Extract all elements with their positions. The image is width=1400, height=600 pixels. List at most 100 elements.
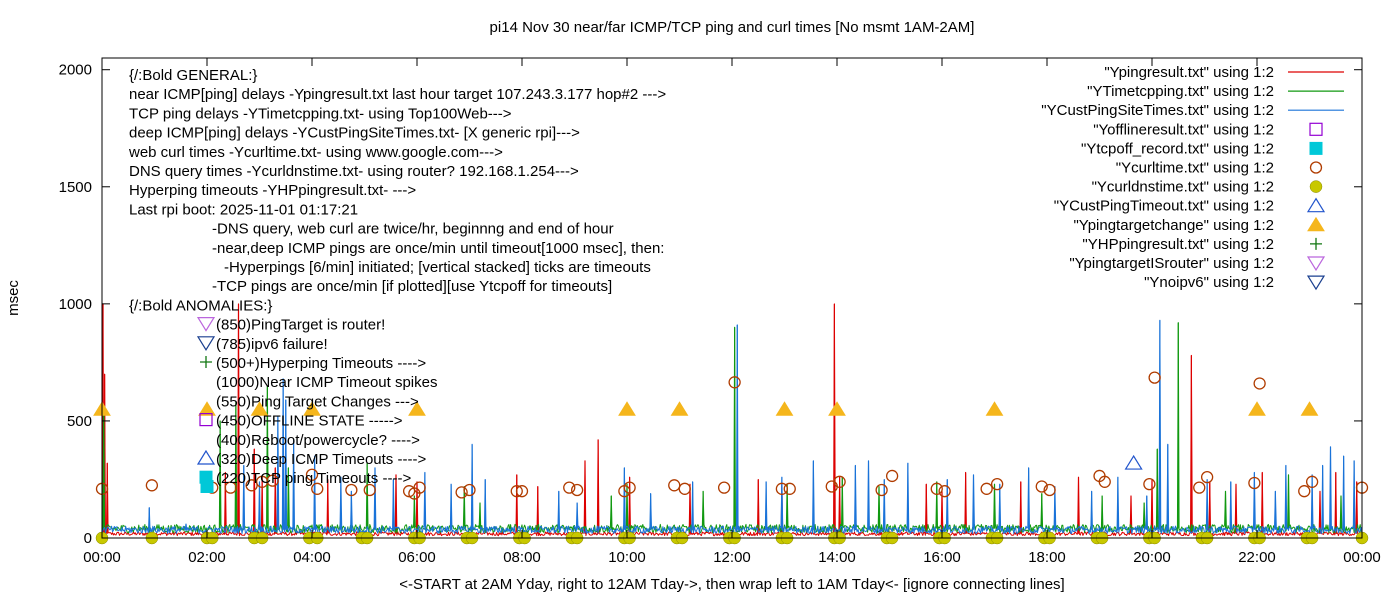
legend-label: "Ycurltime.txt" using 1:2 [1116,160,1274,177]
curl-time-point [1248,476,1261,490]
legend-label: "YTimetcpping.txt" using 1:2 [1087,83,1274,100]
x-tick-label: 16:00 [923,549,961,566]
anomaly-key-line: (1000)Near ICMP Timeout spikes [216,374,437,391]
anomaly-key-marker [199,413,213,427]
curl-time-point [363,483,376,497]
curl-time-point [266,474,279,487]
ping-target-change-point [775,401,794,416]
ping-target-change-point [250,401,269,416]
anomaly-key-line: (850)PingTarget is router! [216,317,385,334]
curl-time-point [463,483,476,497]
ping-target-change-point [670,401,689,416]
curl-time-point [623,481,636,494]
y-tick-label: 0 [84,530,92,547]
legend-marker-swatch [1309,141,1323,155]
anomaly-key-marker [196,336,216,351]
curl-time-point [413,481,426,494]
curl-time-point [938,485,951,498]
curl-time-point [1098,475,1111,488]
legend-marker-swatch [1306,275,1326,291]
legend-label: "Ypingtargetchange" using 1:2 [1073,217,1274,234]
annotation-line: -DNS query, web curl are twice/hr, begin… [212,221,614,238]
curl-time-point [1143,477,1156,491]
annotation-block: {/:Bold GENERAL:} near ICMP[ping] delays … [128,67,666,487]
chart-title: pi14 Nov 30 near/far ICMP/TCP ping and c… [490,19,975,36]
curl-time-point [678,482,691,495]
x-tick-label: 04:00 [293,549,331,566]
x-tick-label: 08:00 [503,549,541,566]
legend-label: "YHPpingresult.txt" using 1:2 [1082,236,1274,253]
anomaly-key-line: (220)TCP ping Timeouts ----> [216,470,411,487]
curl-time-point [311,482,324,495]
curl-time-point [1305,475,1319,488]
annotation-line: near ICMP[ping] delays -Ypingresult.txt … [129,86,666,103]
curl-time-point [224,481,237,494]
legend-label: "YCustPingSiteTimes.txt" using 1:2 [1041,102,1274,119]
legend-marker-swatch [1310,237,1322,250]
x-tick-label: 12:00 [713,549,751,566]
x-tick-label: 18:00 [1028,549,1066,566]
anomaly-key-marker [199,470,213,484]
annotation-line: -TCP pings are once/min [if plotted][use… [212,278,612,295]
anomaly-key-marker [196,449,216,465]
legend-marker-swatch [1306,256,1326,272]
x-tick-label: 06:00 [398,549,436,566]
x-axis-label: <-START at 2AM Yday, right to 12AM Tday-… [399,576,1064,593]
annotation-line: {/:Bold GENERAL:} [129,67,257,84]
curl-time-point [980,482,993,495]
legend-label: "Ycurldnstime.txt" using 1:2 [1092,179,1274,196]
legend-marker-swatch [1309,180,1323,193]
x-tick-label: 00:00 [83,549,121,566]
curl-time-point [1298,485,1311,498]
annotation-line: Last rpi boot: 2025-11-01 01:17:21 [129,201,358,218]
curl-time-point [717,481,731,494]
ping-target-change-point [618,401,636,416]
anomaly-key-line: (500+)Hyperping Timeouts ----> [216,355,426,372]
curl-time-point [1200,470,1214,484]
curl-time-point [1035,480,1048,493]
curl-time-point [145,479,159,492]
y-tick-label: 2000 [59,62,92,79]
y-axis-label: msec [5,280,22,316]
y-tick-label: 500 [67,413,92,430]
legend-label: "Ytcpoff_record.txt" using 1:2 [1081,140,1274,157]
curl-time-point [1253,377,1266,390]
ping-target-change-point [198,401,216,416]
annotation-line: -Hyperpings [6/min] initiated; [vertical… [224,259,651,276]
annotation-line: {/:Bold ANOMALIES:} [129,297,272,314]
curl-time-point [1193,481,1206,494]
curl-time-point [515,485,529,498]
curl-time-point [570,483,584,497]
curl-time-point [455,486,468,499]
ping-target-change-point [1248,401,1266,416]
anomaly-key-line: (450)OFFLINE STATE -----> [216,413,403,430]
ping-target-change-point [408,401,426,416]
legend: "Ypingresult.txt" using 1:2 "YTimetcpping… [1041,64,1344,291]
anomaly-key-marker [200,356,212,368]
legend-marker-swatch [1309,161,1323,174]
legend-marker-swatch [1306,197,1326,213]
x-tick-label: 20:00 [1133,549,1171,566]
legend-label: "Ypingresult.txt" using 1:2 [1104,64,1274,81]
anomaly-key-marker [196,317,216,332]
curl-time-point [833,475,846,488]
annotation-line: DNS query times -Ycurldnstime.txt- using… [129,163,579,180]
ping-target-change-point [1300,401,1319,416]
x-tick-label: 14:00 [818,549,856,566]
curl-time-point [345,483,358,497]
curl-time-point [1043,483,1056,497]
curl-time-point [1148,371,1161,384]
anomaly-key-line: (400)Reboot/powercycle? ----> [216,432,420,449]
legend-marker-swatch [1309,122,1323,136]
annotation-line: -near,deep ICMP pings are once/min until… [212,240,664,257]
y-tick-label: 1500 [59,179,92,196]
legend-label: "YpingtargetISrouter" using 1:2 [1069,255,1274,272]
axis-ticks: 0 500 1000 1500 2000 00:00 02:00 04:00 06:00 08:0… [59,58,1381,566]
curl-time-point [510,485,523,498]
x-tick-label: 22:00 [1238,549,1276,566]
curl-time-point [783,482,796,495]
curl-time-point [775,482,789,495]
anomaly-key-line: (550)Ping Target Changes ---> [216,393,419,410]
legend-label: "Yofflineresult.txt" using 1:2 [1093,121,1274,138]
